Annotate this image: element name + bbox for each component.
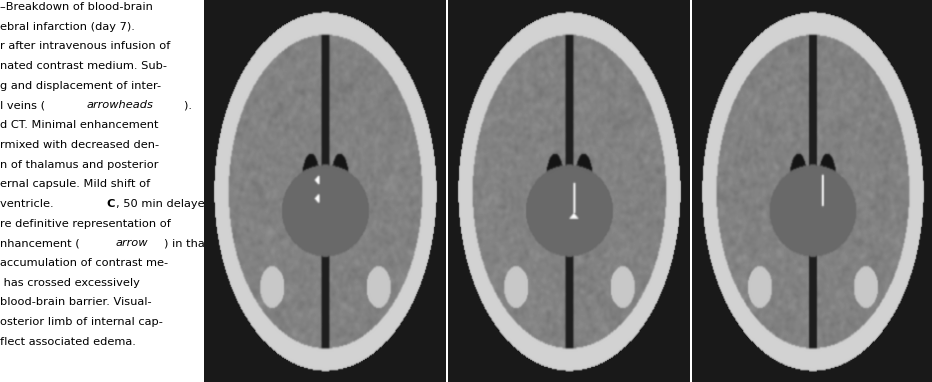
Text: osterior limb of internal cap-: osterior limb of internal cap- — [0, 317, 163, 327]
Text: ) in thala-: ) in thala- — [164, 238, 219, 248]
Text: rmixed with decreased den-: rmixed with decreased den- — [0, 140, 159, 150]
Text: accumulation of contrast me-: accumulation of contrast me- — [0, 258, 168, 268]
Text: d CT. Minimal enhancement: d CT. Minimal enhancement — [0, 120, 158, 130]
Text: blood-brain barrier. Visual-: blood-brain barrier. Visual- — [0, 298, 152, 308]
Text: r after intravenous infusion of: r after intravenous infusion of — [0, 41, 171, 51]
Text: C: C — [106, 199, 115, 209]
Text: , CT: , CT — [261, 22, 283, 32]
Text: ).: ). — [184, 100, 196, 110]
Text: ernal capsule. Mild shift of: ernal capsule. Mild shift of — [0, 179, 150, 189]
Text: nated contrast medium. Sub-: nated contrast medium. Sub- — [0, 61, 167, 71]
Text: , 50 min delayed: , 50 min delayed — [116, 199, 212, 209]
Text: l veins (: l veins ( — [0, 100, 45, 110]
Text: g and displacement of inter-: g and displacement of inter- — [0, 81, 161, 91]
Text: arrowheads: arrowheads — [87, 100, 154, 110]
Text: B: B — [212, 100, 221, 110]
Text: has crossed excessively: has crossed excessively — [0, 278, 140, 288]
Text: re definitive representation of: re definitive representation of — [0, 219, 171, 229]
Text: , 25: , 25 — [223, 100, 244, 110]
Text: ventricle.: ventricle. — [0, 199, 57, 209]
Text: nhancement (: nhancement ( — [0, 238, 80, 248]
Text: n of thalamus and posterior: n of thalamus and posterior — [0, 160, 158, 170]
Text: ebral infarction (day 7).: ebral infarction (day 7). — [0, 22, 139, 32]
Text: –Breakdown of blood-brain: –Breakdown of blood-brain — [0, 2, 153, 12]
Text: flect associated edema.: flect associated edema. — [0, 337, 136, 347]
Text: arrow: arrow — [116, 238, 148, 248]
Text: A: A — [252, 22, 260, 32]
